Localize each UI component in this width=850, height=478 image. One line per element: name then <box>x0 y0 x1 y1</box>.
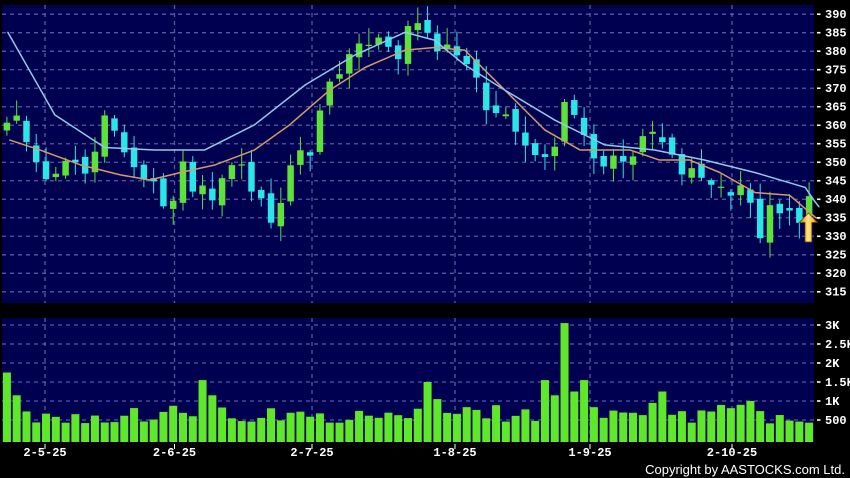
svg-text:2K: 2K <box>825 357 840 371</box>
svg-text:345: 345 <box>825 175 847 189</box>
svg-text:360: 360 <box>825 119 847 133</box>
svg-text:315: 315 <box>825 286 847 300</box>
svg-text:3K: 3K <box>825 319 840 333</box>
svg-text:500: 500 <box>825 414 847 428</box>
svg-text:370: 370 <box>825 82 847 96</box>
svg-text:Copyright by AASTOCKS.com Ltd.: Copyright by AASTOCKS.com Ltd. <box>645 462 845 477</box>
svg-text:380: 380 <box>825 45 847 59</box>
svg-text:385: 385 <box>825 27 847 41</box>
svg-text:330: 330 <box>825 230 847 244</box>
svg-text:320: 320 <box>825 267 847 281</box>
svg-text:350: 350 <box>825 156 847 170</box>
svg-text:355: 355 <box>825 138 847 152</box>
svg-text:340: 340 <box>825 193 847 207</box>
svg-text:2.5K: 2.5K <box>825 338 850 352</box>
svg-text:1.5K: 1.5K <box>825 376 850 390</box>
svg-text:1K: 1K <box>825 395 840 409</box>
svg-text:335: 335 <box>825 212 847 226</box>
svg-text:325: 325 <box>825 249 847 263</box>
svg-text:390: 390 <box>825 8 847 22</box>
svg-text:365: 365 <box>825 101 847 115</box>
svg-text:375: 375 <box>825 64 847 78</box>
